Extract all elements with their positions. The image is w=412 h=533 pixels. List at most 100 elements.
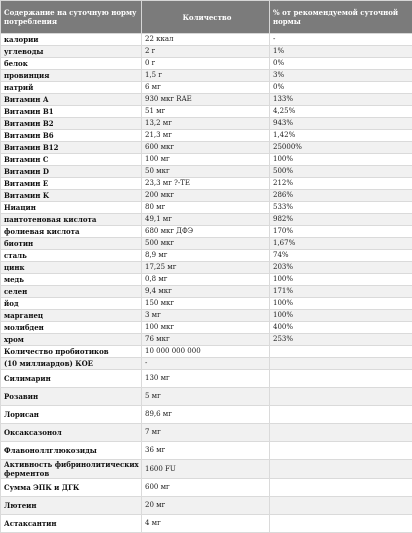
- nutrient-amount: 36 мг: [142, 442, 270, 460]
- table-row: (10 миллиардов) КОЕ-: [1, 358, 412, 370]
- nutrient-name: Витамин B12: [1, 142, 142, 154]
- header-percent: % от рекомендуемой суточной нормы: [270, 1, 412, 34]
- nutrient-percent: [270, 515, 412, 533]
- nutrient-percent: [270, 370, 412, 388]
- nutrient-name: Лорисан: [1, 406, 142, 424]
- nutrient-name: провинция: [1, 70, 142, 82]
- nutrient-name: молибден: [1, 322, 142, 334]
- nutrient-amount: 2 г: [142, 46, 270, 58]
- nutrient-name: натрий: [1, 82, 142, 94]
- nutrient-amount: 600 мг: [142, 479, 270, 497]
- nutrient-amount: 3 мг: [142, 310, 270, 322]
- nutrient-name: Активность фибринолитических ферментов: [1, 460, 142, 479]
- nutrient-name: белок: [1, 58, 142, 70]
- nutrient-percent: [270, 388, 412, 406]
- nutrient-amount: 20 мг: [142, 497, 270, 515]
- nutrient-name: Витамин K: [1, 190, 142, 202]
- nutrient-name: Витамин B6: [1, 130, 142, 142]
- nutrient-amount: 49,1 мг: [142, 214, 270, 226]
- nutrient-amount: 680 мкг ДФЭ: [142, 226, 270, 238]
- nutrient-amount: 4 мг: [142, 515, 270, 533]
- nutrient-percent: [270, 358, 412, 370]
- nutrient-amount: 1600 FU: [142, 460, 270, 479]
- nutrient-amount: 6 мг: [142, 82, 270, 94]
- nutrient-name: Оксаксазонол: [1, 424, 142, 442]
- nutrient-amount: 10 000 000 000: [142, 346, 270, 358]
- nutrient-percent: [270, 424, 412, 442]
- nutrient-percent: 1,42%: [270, 130, 412, 142]
- nutrient-percent: 0%: [270, 82, 412, 94]
- nutrient-name: Витамин D: [1, 166, 142, 178]
- nutrient-amount: 8,9 мг: [142, 250, 270, 262]
- nutrient-percent: 500%: [270, 166, 412, 178]
- nutrient-amount: 130 мг: [142, 370, 270, 388]
- nutrient-percent: 100%: [270, 310, 412, 322]
- nutrient-name: Розавин: [1, 388, 142, 406]
- nutrient-percent: 286%: [270, 190, 412, 202]
- nutrient-name: хром: [1, 334, 142, 346]
- nutrient-name: Витамин C: [1, 154, 142, 166]
- nutrient-name: марганец: [1, 310, 142, 322]
- nutrient-amount: 1,5 г: [142, 70, 270, 82]
- nutrient-name: углеводы: [1, 46, 142, 58]
- nutrient-name: цинк: [1, 262, 142, 274]
- nutrient-name: Ниацин: [1, 202, 142, 214]
- nutrient-percent: 400%: [270, 322, 412, 334]
- nutrient-percent: [270, 497, 412, 515]
- nutrient-percent: [270, 460, 412, 479]
- nutrient-percent: 203%: [270, 262, 412, 274]
- nutrient-amount: 23,3 мг ?-TE: [142, 178, 270, 190]
- nutrient-percent: 3%: [270, 70, 412, 82]
- nutrient-percent: 1,67%: [270, 238, 412, 250]
- nutrient-percent: 943%: [270, 118, 412, 130]
- nutrient-amount: 0 г: [142, 58, 270, 70]
- nutrient-name: селен: [1, 286, 142, 298]
- nutrient-percent: -: [270, 34, 412, 46]
- nutrient-percent: 133%: [270, 94, 412, 106]
- nutrient-name: Витамин B1: [1, 106, 142, 118]
- nutrient-name: йод: [1, 298, 142, 310]
- nutrient-amount: 50 мкг: [142, 166, 270, 178]
- nutrient-percent: 212%: [270, 178, 412, 190]
- nutrient-percent: [270, 442, 412, 460]
- nutrient-percent: 100%: [270, 154, 412, 166]
- nutrient-name: Силимарин: [1, 370, 142, 388]
- nutrient-percent: [270, 406, 412, 424]
- nutrient-name: фолиевая кислота: [1, 226, 142, 238]
- nutrient-percent: 100%: [270, 298, 412, 310]
- nutrient-amount: 5 мг: [142, 388, 270, 406]
- table-header-row: Содержание на суточную норму потребления…: [1, 1, 412, 34]
- nutrient-amount: 100 мкг: [142, 322, 270, 334]
- nutrient-name: Витамин E: [1, 178, 142, 190]
- nutrient-percent: 0%: [270, 58, 412, 70]
- nutrient-name: Витамин А: [1, 94, 142, 106]
- nutrient-amount: 13,2 мг: [142, 118, 270, 130]
- nutrient-name: (10 миллиардов) КОЕ: [1, 358, 142, 370]
- nutrient-amount: 930 мкг RAE: [142, 94, 270, 106]
- nutrient-name: сталь: [1, 250, 142, 262]
- nutrient-name: Астаксантин: [1, 515, 142, 533]
